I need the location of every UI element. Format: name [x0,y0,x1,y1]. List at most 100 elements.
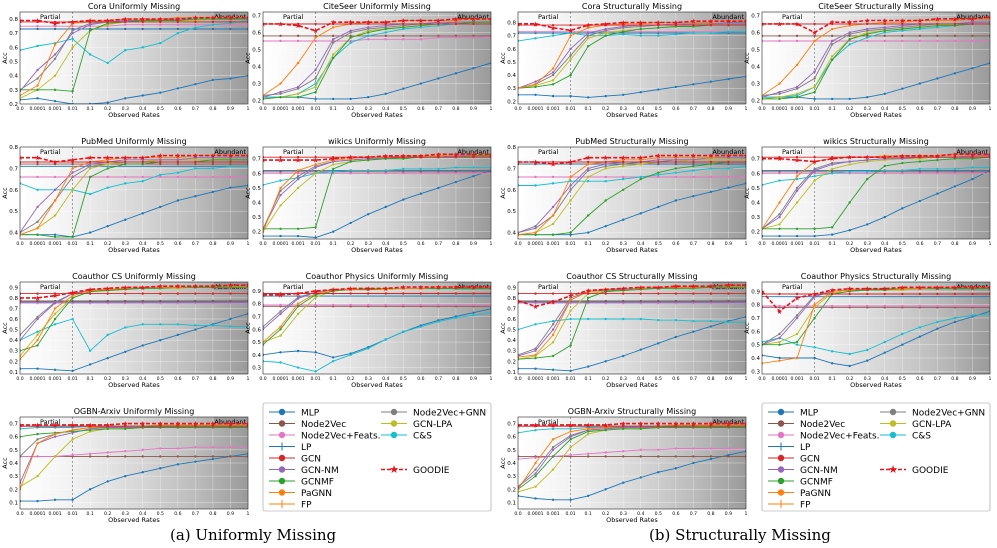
series-group: ★★★★★★★★★★★★★★ [20,152,248,239]
point-goodie: ★ [122,16,128,24]
point-gcn [176,160,180,164]
point-cands [141,180,144,183]
point-node2vec-feats [88,452,92,455]
point-gcn-nm [314,166,317,169]
point-node2vec [176,162,180,166]
point-pagnn [71,428,74,432]
y-tick-label: 0.7 [751,316,760,322]
y-tick-label: 0.1 [9,500,18,506]
point-gcn [830,292,834,296]
point-gcn-lpa [622,165,625,168]
point-pagnn [657,156,660,159]
point-node2vec-feats [727,447,730,450]
point-mlp [692,461,695,465]
abundant-label-bg [712,12,746,20]
legend-frame [761,402,991,512]
point-gcn [551,425,555,428]
point-mlp [88,363,92,366]
point-gcn [971,156,974,159]
point-gcnmf [813,316,816,320]
point-gcn-lpa [279,334,282,337]
subplot-title: wikics Structurally Missing [823,137,929,146]
point-gcn [71,20,74,24]
point-gcn [586,292,590,295]
point-gcnmf [586,214,590,217]
point-gcnmf [279,328,282,331]
point-goodie: ★ [470,151,476,159]
point-node2vec-feats [918,304,922,308]
legend-marker [390,420,398,427]
point-gcnmf [314,90,317,94]
point-cands [918,27,922,31]
point-mlp [472,311,475,314]
point-gcn [622,160,625,164]
point-pagnn [279,82,282,85]
x-tick-label: 0.0001 [771,376,787,382]
x-tick-label: 0.3 [365,106,372,112]
point-gcn [639,425,642,428]
legend-item-lp: LP [269,442,312,453]
point-gcn [936,156,939,159]
point-gcn [176,20,180,24]
x-tick-label: 0.0001 [272,376,288,382]
point-goodie: ★ [585,154,591,162]
point-goodie: ★ [655,152,661,160]
plot-frame [517,146,747,240]
point-pagnn [883,287,886,290]
point-goodie: ★ [969,151,975,159]
point-gcn [331,22,335,26]
point-pagnn [331,26,335,29]
series-line-goodie [20,16,248,25]
x-tick-label: 0.7 [934,241,941,247]
point-gcn [604,160,607,164]
point-cands [622,177,625,181]
point-gcn-lpa [88,167,92,170]
point-cands [622,33,625,36]
point-cands [454,316,458,319]
series-line-goodie [518,154,746,165]
point-node2vec-feats [692,447,695,450]
point-gcn [622,23,625,27]
point-pagnn [534,83,537,86]
series-line-gcnmf [762,156,990,230]
point-node2vec-gnn [569,296,572,300]
region-abundant-label: Abundant [214,148,246,156]
point-mlp [124,97,127,100]
point-gcn-lpa [534,485,537,488]
point-node2vec-feats [176,175,180,179]
point-node2vec-feats [883,39,886,43]
x-tick-label: 0.4 [881,106,888,112]
region-partial-label: Partial [538,283,559,291]
point-gcnmf [71,90,74,93]
point-gcn-nm [53,188,57,191]
legend-item-gcn: GCN [269,454,321,464]
point-gcn [901,22,904,26]
point-gcn [472,156,475,159]
legend-item-goodie: ★ GOODIE [381,463,450,476]
x-tick-label: 0.7 [934,106,941,112]
x-tick-label: 1 [490,106,493,112]
point-node2vec [402,34,405,38]
point-node2vec-feats [36,175,39,179]
point-gcn-nm [778,336,781,340]
point-node2vec-feats [778,39,781,43]
point-gcn [211,292,215,295]
y-tick-label: 0.4 [9,461,18,467]
point-node2vec [106,299,109,303]
x-tick-label: 1 [490,241,493,247]
point-gcn [331,156,335,159]
point-pagnn [36,227,39,230]
point-gcn-nm [194,156,197,159]
series-line-goodie [762,16,990,34]
point-goodie: ★ [348,154,354,162]
point-goodie: ★ [550,24,556,32]
legend-label: PaGNN [301,489,332,499]
x-tick-label: 0.001 [546,241,559,247]
point-pagnn [36,338,39,342]
point-node2vec-gnn [36,315,39,319]
point-goodie: ★ [52,292,58,300]
x-tick-label: 0.0001 [771,106,787,112]
x-tick-label: 0.8 [209,376,216,382]
